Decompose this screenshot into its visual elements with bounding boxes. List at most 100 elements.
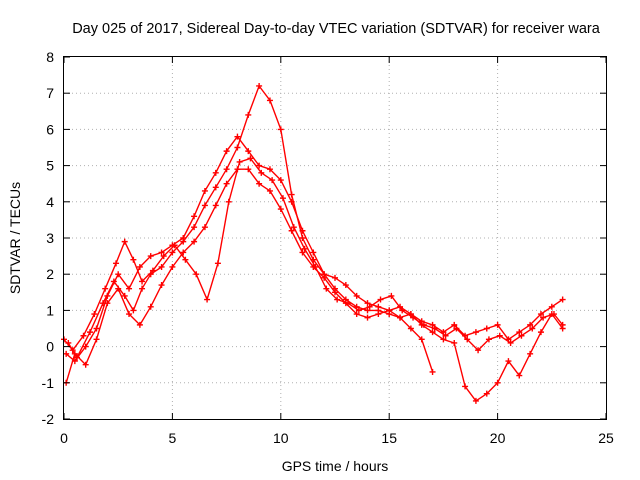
data-point-marker	[191, 224, 198, 231]
y-tick-label: -1	[42, 375, 55, 391]
data-point-marker	[225, 198, 232, 205]
data-point-marker	[364, 300, 371, 307]
data-point-marker	[91, 311, 98, 318]
data-point-marker	[537, 329, 544, 336]
x-tick-label: 5	[169, 430, 177, 446]
data-point-marker	[321, 274, 328, 281]
data-point-marker	[527, 350, 534, 357]
data-point-marker	[442, 332, 449, 339]
chart-title: Day 025 of 2017, Sidereal Day-to-day VTE…	[72, 21, 601, 37]
data-point-marker	[540, 314, 547, 321]
data-point-marker	[212, 184, 219, 191]
data-point-marker	[407, 325, 414, 332]
data-point-marker	[559, 296, 566, 303]
data-point-marker	[160, 253, 167, 260]
series-satellite-track-1	[63, 133, 436, 375]
data-point-marker	[266, 97, 273, 104]
plot-frame	[63, 56, 607, 420]
data-point-marker	[158, 263, 165, 270]
x-tick-label: 15	[381, 430, 397, 446]
series-group	[61, 82, 566, 404]
data-point-marker	[115, 271, 122, 278]
data-point-marker	[80, 332, 87, 339]
data-point-marker	[366, 303, 373, 310]
data-point-marker	[130, 307, 137, 314]
data-point-marker	[82, 343, 89, 350]
data-point-marker	[126, 311, 133, 318]
data-point-marker	[182, 256, 189, 263]
data-point-marker	[431, 325, 438, 332]
data-point-marker	[87, 329, 94, 336]
data-point-marker	[130, 256, 137, 263]
data-point-marker	[126, 285, 133, 292]
y-tick-label: 2	[46, 266, 54, 282]
data-point-marker	[496, 332, 503, 339]
data-point-marker	[169, 249, 176, 256]
series-satellite-track-4	[63, 166, 566, 404]
data-point-marker	[169, 263, 176, 270]
data-point-marker	[548, 311, 555, 318]
data-point-marker	[102, 285, 109, 292]
data-point-marker	[256, 162, 263, 169]
data-point-marker	[507, 339, 514, 346]
data-point-marker	[332, 274, 338, 281]
data-point-marker	[548, 303, 555, 310]
y-axis-label: SDTVAR / TECUs	[7, 182, 23, 294]
data-point-marker	[505, 358, 512, 365]
data-point-marker	[537, 311, 544, 318]
data-point-marker	[472, 397, 479, 404]
data-point-marker	[462, 383, 469, 390]
data-point-marker	[483, 390, 490, 397]
data-point-marker	[121, 292, 128, 299]
data-point-marker	[559, 325, 566, 332]
series-line	[65, 168, 564, 402]
data-point-marker	[494, 321, 501, 328]
data-point-marker	[214, 260, 221, 267]
data-point-marker	[245, 148, 252, 155]
data-point-marker	[429, 368, 436, 375]
data-point-marker	[527, 321, 534, 328]
data-point-marker	[147, 253, 154, 260]
x-tick-label: 0	[60, 430, 68, 446]
data-point-marker	[475, 347, 482, 354]
series-line	[67, 85, 563, 359]
data-point-marker	[364, 314, 371, 321]
data-point-marker	[223, 166, 230, 173]
data-point-marker	[71, 350, 78, 357]
data-point-marker	[266, 166, 273, 173]
data-point-marker	[234, 133, 241, 140]
y-tick-label: 6	[46, 121, 54, 137]
data-point-marker	[247, 155, 254, 162]
data-point-marker	[212, 169, 219, 176]
data-point-marker	[529, 325, 536, 332]
data-point-marker	[451, 339, 458, 346]
data-point-marker	[236, 158, 243, 165]
data-point-marker	[121, 238, 128, 245]
data-point-marker	[453, 325, 460, 332]
data-point-marker	[342, 300, 349, 307]
data-point-marker	[299, 235, 306, 241]
y-tick-label: 8	[46, 49, 54, 65]
series-satellite-track-2	[65, 82, 566, 361]
data-point-marker	[334, 296, 341, 303]
data-point-marker	[191, 238, 198, 245]
data-point-marker	[158, 249, 165, 256]
data-point-marker	[136, 263, 143, 270]
data-point-marker	[386, 307, 393, 314]
data-point-marker	[63, 350, 70, 357]
data-point-marker	[201, 224, 208, 231]
y-tick-label: 4	[46, 194, 54, 210]
data-point-marker	[288, 227, 295, 234]
data-point-marker	[69, 347, 76, 354]
x-axis-label: GPS time / hours	[282, 458, 389, 474]
data-point-marker	[451, 321, 458, 328]
data-point-marker	[113, 260, 120, 267]
data-point-marker	[355, 307, 362, 314]
x-tick-label: 20	[490, 430, 506, 446]
data-point-marker	[277, 206, 284, 213]
data-point-marker	[258, 169, 265, 176]
data-point-marker	[269, 177, 276, 184]
data-point-marker	[407, 311, 414, 318]
y-tick-label: 7	[46, 85, 54, 101]
data-point-marker	[364, 307, 371, 314]
